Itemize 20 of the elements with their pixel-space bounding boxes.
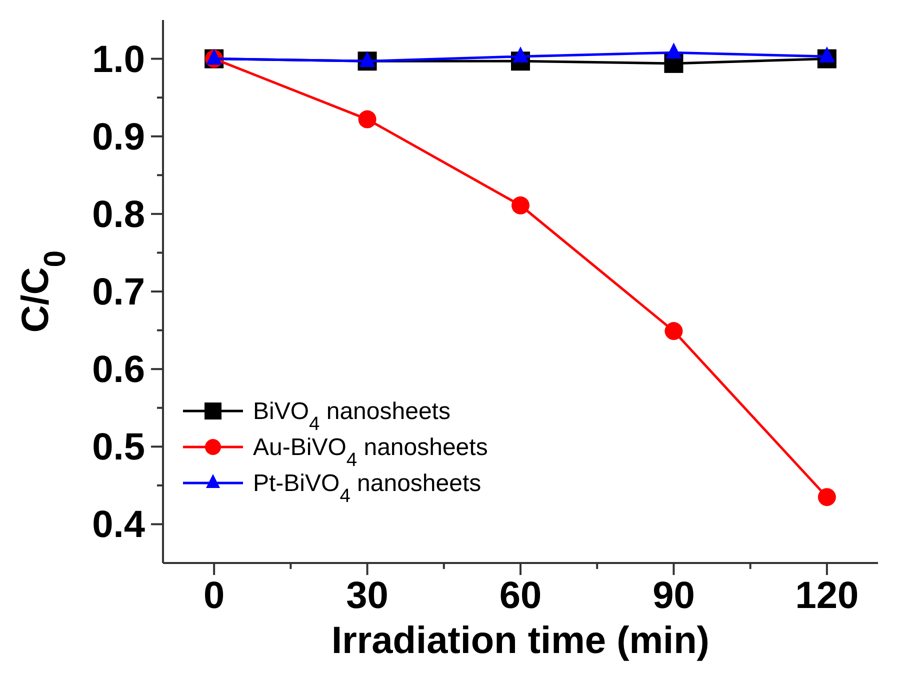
x-axis-title: Irradiation time (min) [332,620,710,662]
point [512,196,530,214]
x-tick-label: 60 [499,575,542,617]
point [358,110,376,128]
x-tick-label: 0 [204,575,225,617]
y-tick-label: 0.9 [92,116,145,158]
legend-label: Pt-BiVO$_{4}$ nanosheets [253,470,482,506]
x-tick-label: 120 [795,575,859,617]
x-tick-label: 90 [652,575,695,617]
y-tick-label: 0.8 [92,194,145,236]
y-tick-label: 0.5 [92,426,145,469]
point [818,488,836,506]
y-tick-label: 1.0 [92,38,145,81]
legend-label: Au-BiVO$_{4}$ nanosheets [253,434,488,470]
x-tick-label: 30 [346,575,388,617]
point [664,322,683,340]
y-tick-label: 0.4 [92,504,145,546]
legend-label: BiVO$_{4}$ nanosheets [253,398,450,434]
y-tick-label: 0.6 [92,349,145,392]
y-tick-label: 0.7 [92,272,145,314]
